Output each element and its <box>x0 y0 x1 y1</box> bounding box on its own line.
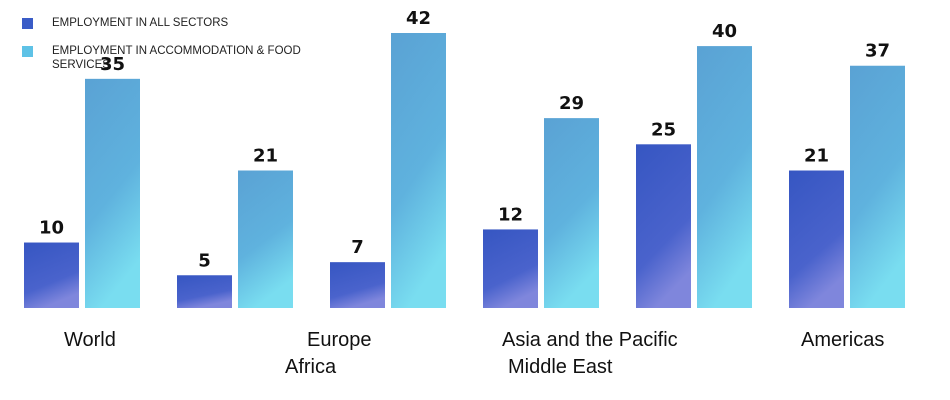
legend-item-all-sectors: EMPLOYMENT IN ALL SECTORS <box>22 16 352 30</box>
category-label-world: World <box>64 329 116 351</box>
value-label-middle-east-series-1: 12 <box>498 204 523 225</box>
legend-label-all-sectors: EMPLOYMENT IN ALL SECTORS <box>52 17 229 29</box>
bar-europe-series-1 <box>330 262 385 308</box>
value-label-europe-series-1: 7 <box>351 237 364 258</box>
legend-swatch-all-sectors <box>22 18 33 29</box>
bar-americas-series-2 <box>850 65 905 308</box>
value-labels-group: 10 35 5 21 7 42 12 29 25 40 21 37 <box>39 8 890 271</box>
value-label-world-series-1: 10 <box>39 218 64 239</box>
bar-middle-east-series-2 <box>544 118 599 308</box>
value-label-asia-and-the-pacific-series-2: 40 <box>712 21 737 42</box>
bar-americas-series-1 <box>789 170 844 308</box>
bar-asia-and-the-pacific-series-1 <box>636 144 691 308</box>
category-label-europe: Europe <box>307 329 372 351</box>
bars-group <box>24 33 905 308</box>
legend-label-accommodation: EMPLOYMENT IN ACCOMMODATION & FOOD SERVI… <box>52 45 301 71</box>
legend-swatch-accommodation <box>22 46 33 57</box>
category-label-asia-and-the-pacific: Asia and the Pacific <box>502 329 678 351</box>
category-label-americas: Americas <box>801 329 885 351</box>
bar-middle-east-series-1 <box>483 229 538 308</box>
value-label-middle-east-series-2: 29 <box>559 93 584 114</box>
bar-world-series-2 <box>85 78 140 308</box>
bar-world-series-1 <box>24 242 79 308</box>
bar-africa-series-2 <box>238 170 293 308</box>
category-label-middle-east: Middle East <box>508 356 613 378</box>
value-label-americas-series-1: 21 <box>804 146 829 167</box>
category-label-africa: Africa <box>285 356 337 378</box>
legend: EMPLOYMENT IN ALL SECTORS EMPLOYMENT IN … <box>22 16 352 86</box>
legend-item-accommodation: EMPLOYMENT IN ACCOMMODATION & FOOD SERVI… <box>22 44 352 72</box>
value-label-asia-and-the-pacific-series-1: 25 <box>651 119 676 140</box>
value-label-africa-series-1: 5 <box>198 250 211 271</box>
value-label-americas-series-2: 37 <box>865 41 890 62</box>
value-label-africa-series-2: 21 <box>253 146 278 167</box>
bar-asia-and-the-pacific-series-2 <box>697 46 752 308</box>
value-label-world-series-2: 35 <box>100 54 125 75</box>
bar-africa-series-1 <box>177 275 232 308</box>
bar-europe-series-2 <box>391 33 446 308</box>
value-label-europe-series-2: 42 <box>406 8 431 29</box>
